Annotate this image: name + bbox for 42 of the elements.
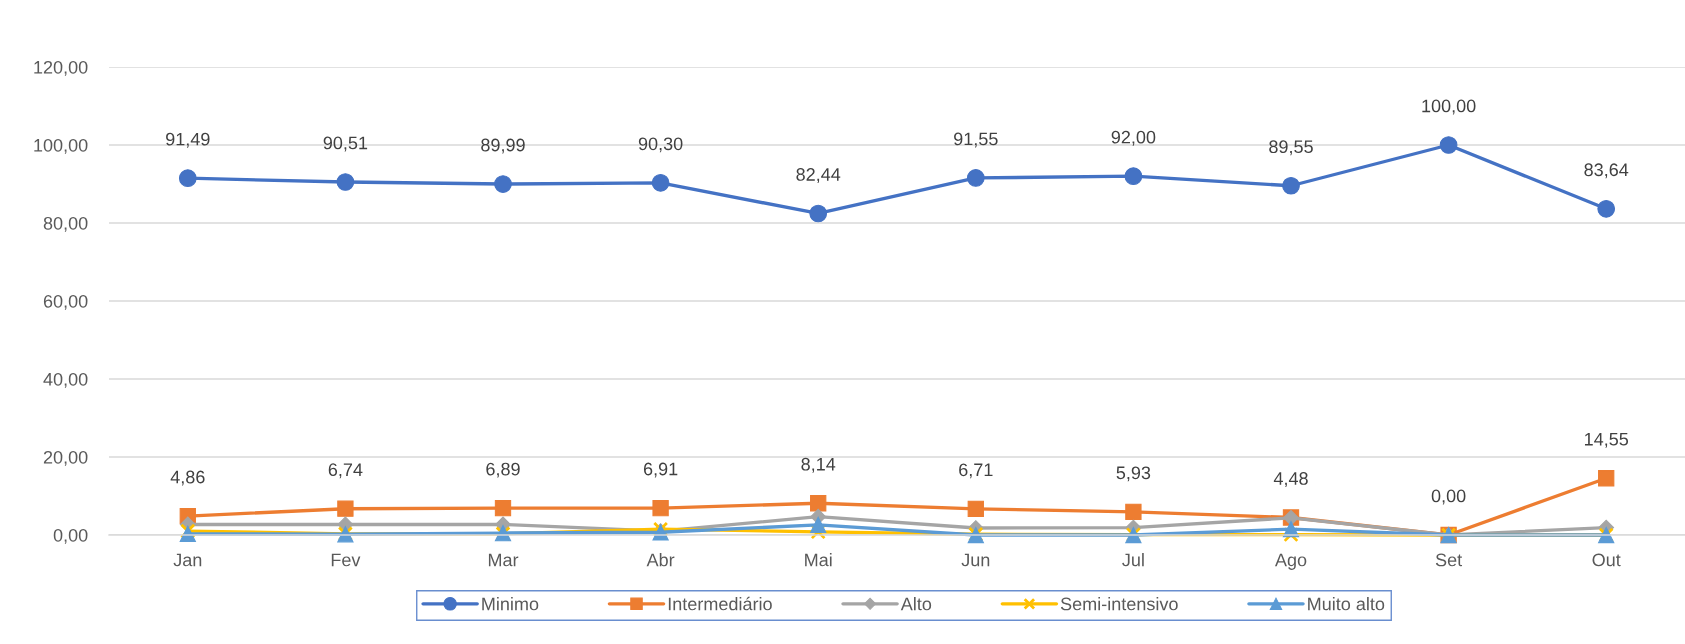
data-label: 6,74 [328,463,363,479]
x-tick-label: Mar [488,553,519,567]
legend-label: Intermediário [668,596,772,611]
x-tick-label: Jan [173,553,202,567]
data-label: 89,55 [1269,140,1313,156]
data-label: 100,00 [1422,99,1476,115]
x-tick-label: Set [1435,553,1463,567]
x-tick-label: Fev [331,553,361,567]
data-label: 92,00 [1111,130,1156,146]
y-tick-label: 40,00 [43,372,88,388]
data-label: 14,55 [1584,433,1629,448]
legend-label: Semi-intensivo [1060,597,1178,611]
x-tick-label: Abr [646,553,675,567]
legend-label: Minimo [482,597,539,611]
x-tick-label: Ago [1274,553,1307,570]
data-label: 4,86 [170,470,205,486]
data-label: 90,51 [323,136,368,152]
y-tick-label: 80,00 [43,216,88,232]
data-label: 6,71 [959,463,993,479]
y-tick-label: 0,00 [53,528,88,544]
x-tick-label: Jun [961,553,990,567]
y-tick-label: 120,00 [34,60,88,76]
data-label: 90,30 [638,137,683,153]
x-tick-label: Out [1592,553,1621,567]
data-label: 6,91 [643,462,678,478]
data-label: 91,55 [954,132,998,148]
data-label: 82,44 [796,168,841,183]
y-tick-label: 60,00 [43,294,88,310]
data-label: 6,89 [486,462,520,478]
x-tick-label: Jul [1122,553,1144,567]
x-tick-label: Mai [805,553,832,567]
data-label: 89,99 [481,138,525,154]
data-label: 83,64 [1584,163,1629,179]
data-label: 5,93 [1116,466,1151,482]
data-label: 91,49 [166,132,210,148]
data-label: 4,48 [1273,472,1308,488]
legend-label: Alto [900,597,932,611]
legend-label: Muito alto [1308,597,1385,611]
y-tick-label: 100,00 [34,138,88,154]
y-tick-label: 20,00 [43,450,88,466]
data-label: 8,14 [801,457,836,473]
data-label: 0,00 [1431,489,1466,505]
